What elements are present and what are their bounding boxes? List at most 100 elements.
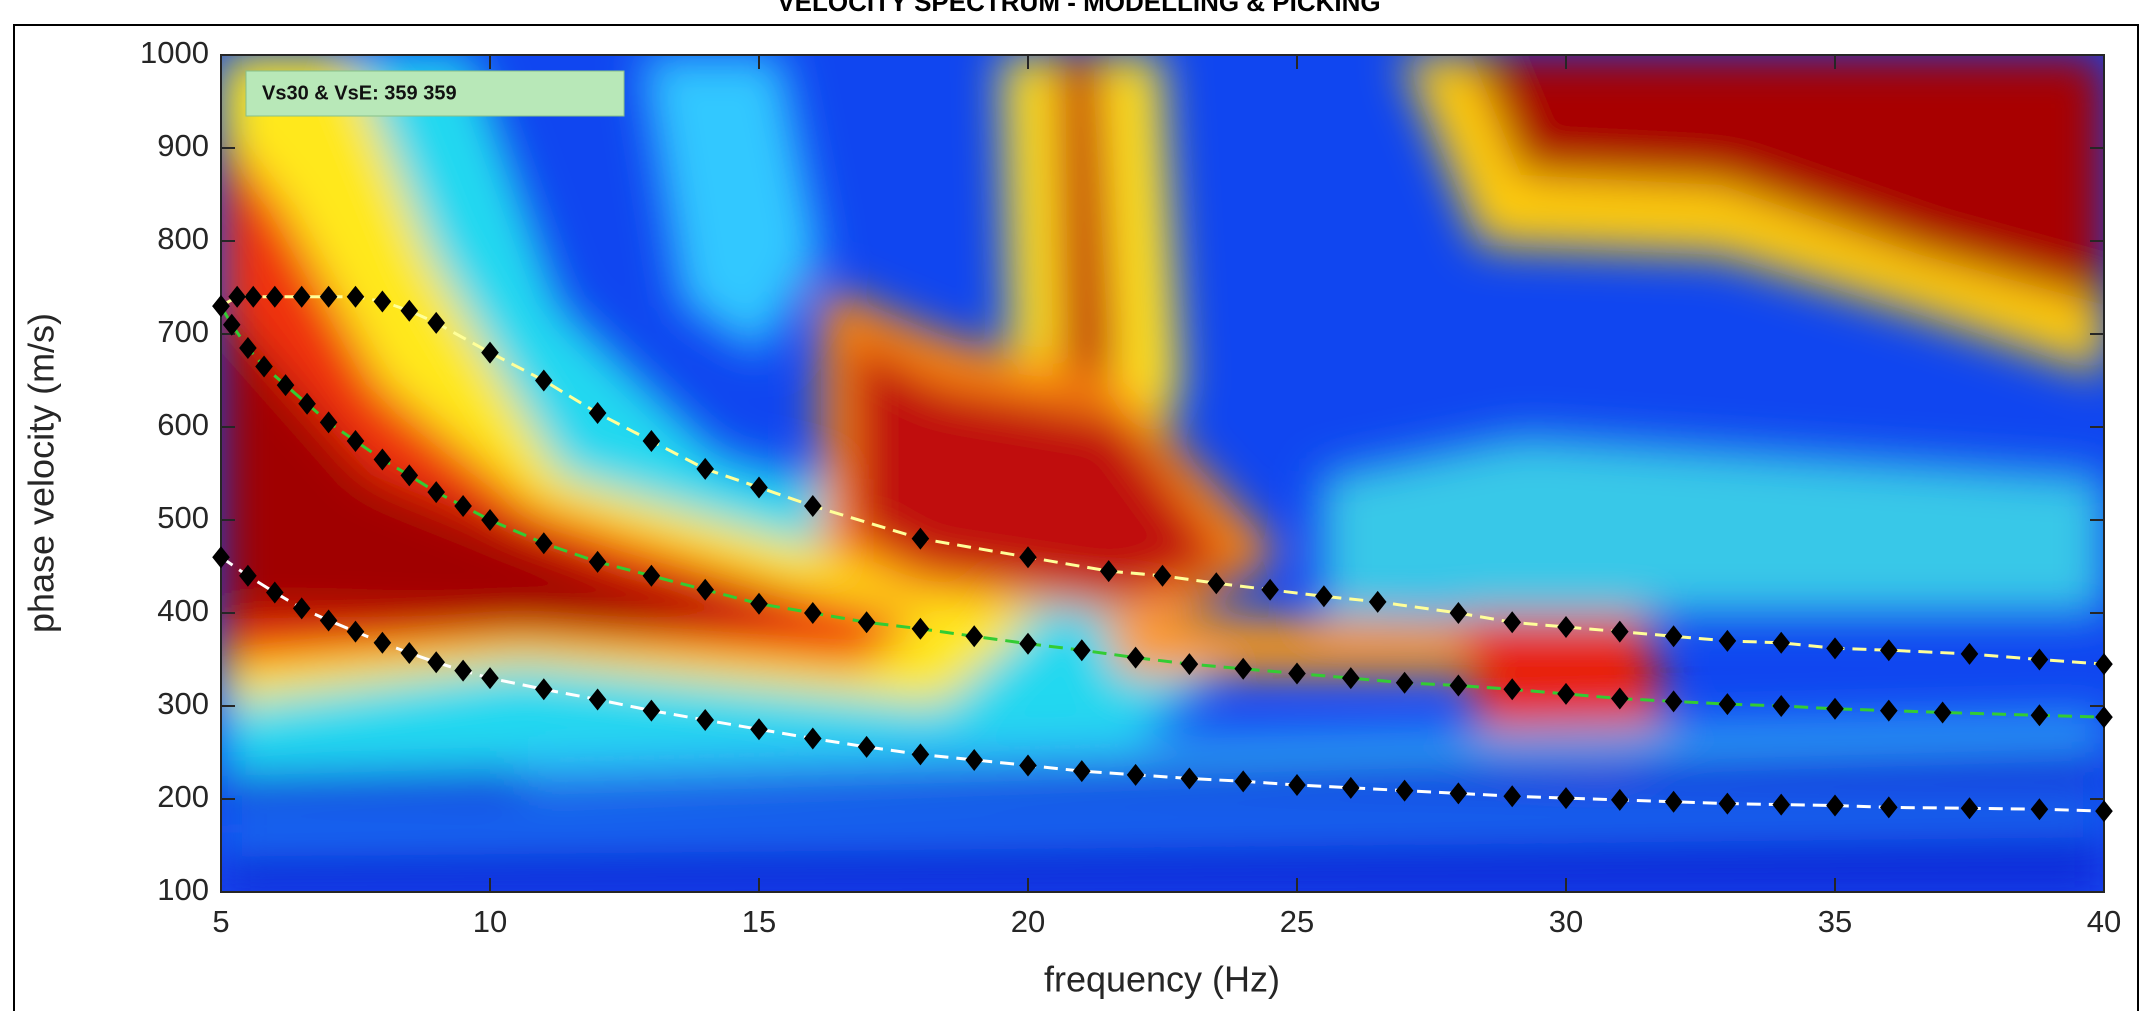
pick-marker	[642, 699, 661, 722]
pick-marker	[1826, 637, 1844, 660]
pick-marker	[588, 402, 607, 425]
pick-marker	[1611, 620, 1629, 643]
pick-marker	[965, 748, 983, 771]
pick-marker	[276, 374, 295, 397]
pick-marker	[1395, 671, 1414, 694]
spectrum-background	[221, 55, 2104, 892]
pick-marker	[857, 611, 876, 634]
pick-marker	[1261, 578, 1279, 601]
pick-marker	[535, 532, 553, 555]
pick-marker	[965, 625, 983, 648]
pick-marker	[1342, 776, 1360, 799]
x-tick-label: 35	[1818, 904, 1852, 939]
pick-marker	[1664, 790, 1683, 813]
pick-marker	[1449, 674, 1468, 697]
y-tick-label: 100	[157, 872, 209, 907]
pick-marker	[1368, 590, 1387, 613]
pick-marker	[1718, 693, 1737, 716]
pick-marker	[1933, 701, 1952, 724]
pick-marker	[1826, 794, 1844, 817]
x-tick-label: 15	[742, 904, 776, 939]
chart-title: VELOCITY SPECTRUM - MODELLING & PICKING	[777, 0, 1380, 17]
pick-marker	[1611, 788, 1629, 811]
pick-marker	[319, 411, 338, 434]
pick-marker	[2095, 706, 2113, 729]
pick-marker	[373, 290, 392, 313]
pick-marker	[1718, 792, 1737, 815]
pick-marker	[292, 285, 311, 308]
pick-marker	[481, 509, 499, 531]
pick-marker	[1557, 615, 1575, 638]
pick-marker	[400, 299, 419, 322]
pick-marker	[750, 592, 768, 615]
y-tick-label: 700	[157, 314, 209, 349]
annotation: Vs30 & VsE: 359 359	[262, 82, 457, 104]
y-tick-label: 300	[157, 686, 209, 721]
pick-marker	[346, 429, 365, 452]
pick-marker	[857, 735, 876, 758]
pick-marker	[1019, 632, 1037, 655]
pick-marker	[696, 708, 714, 731]
pick-marker	[1126, 646, 1145, 669]
y-tick-label: 1000	[140, 35, 209, 70]
pick-marker	[400, 464, 419, 487]
pick-marker	[346, 285, 365, 308]
pick-marker	[400, 641, 419, 664]
pick-marker	[1880, 796, 1898, 819]
figure-border	[13, 24, 2139, 1011]
pick-marker	[319, 609, 338, 632]
x-tick-label: 25	[1280, 904, 1314, 939]
pick-marker	[481, 667, 499, 690]
pick-marker	[222, 313, 241, 336]
pick-marker	[1611, 687, 1629, 710]
x-tick-label: 30	[1549, 904, 1583, 939]
pick-marker	[588, 688, 607, 711]
pick-marker	[1073, 639, 1091, 662]
pick-marker	[255, 355, 273, 378]
pick-marker	[2095, 653, 2113, 676]
pick-marker	[266, 285, 284, 308]
pick-marker	[1180, 767, 1199, 790]
pick-marker	[1019, 546, 1037, 569]
pick-marker	[750, 718, 768, 741]
pick-marker	[1960, 797, 1979, 820]
pick-marker	[1557, 787, 1575, 810]
pick-marker	[1880, 639, 1898, 662]
y-axis-label: phase velocity (m/s)	[21, 313, 62, 633]
pick-marker	[1826, 697, 1844, 720]
pick-marker	[1019, 754, 1037, 777]
pick-marker	[1180, 653, 1199, 676]
y-tick-label: 600	[157, 407, 209, 442]
pick-marker	[1395, 779, 1414, 802]
pick-marker	[911, 743, 930, 766]
pick-marker	[212, 546, 230, 569]
pick-marker	[1503, 785, 1521, 808]
pick-marker	[535, 369, 553, 392]
pick-marker	[1207, 572, 1226, 595]
pick-marker	[911, 527, 930, 550]
pick-marker	[1449, 602, 1468, 624]
pick-marker	[1772, 793, 1790, 816]
annotation-box	[245, 70, 625, 117]
pick-marker	[804, 602, 822, 624]
pick-marker	[804, 495, 822, 518]
pick-marker	[454, 659, 472, 682]
y-tick-label: 400	[157, 593, 209, 628]
x-tick-label: 20	[1011, 904, 1045, 939]
pick-marker	[642, 564, 661, 587]
pick-marker	[696, 457, 714, 480]
x-tick-label: 40	[2087, 904, 2121, 939]
pick-marker	[2030, 704, 2049, 727]
plot-frame	[220, 54, 2105, 893]
pick-marker	[212, 295, 230, 318]
pick-marker	[1288, 662, 1306, 685]
pick-marker	[804, 727, 822, 750]
pick-marker	[1772, 631, 1790, 654]
pick-marker	[1234, 657, 1252, 680]
pick-marker	[298, 392, 316, 415]
pick-marker	[911, 617, 930, 640]
pick-marker	[1073, 760, 1091, 783]
pick-marker	[292, 597, 311, 620]
